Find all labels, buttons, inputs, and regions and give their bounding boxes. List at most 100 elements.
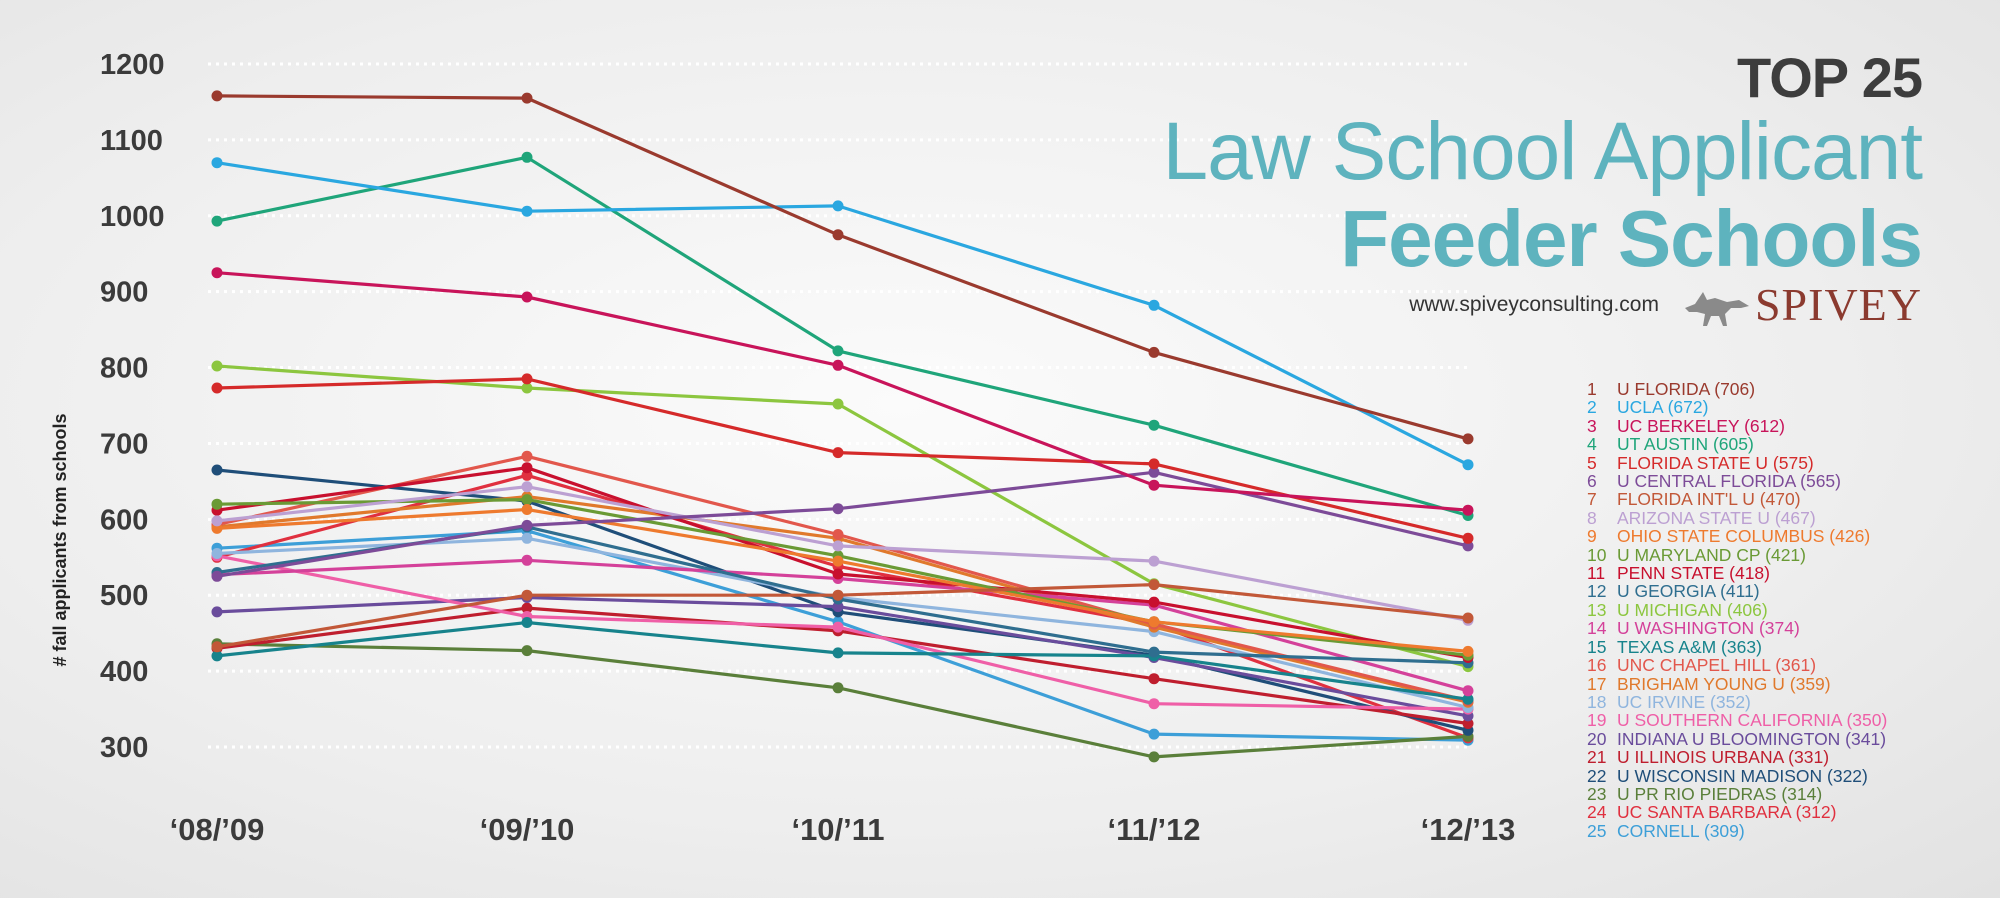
data-point [832,200,844,212]
data-point [1462,612,1474,624]
legend-item: 12 U GEORGIA (411) [1587,581,1887,602]
legend-rank: 14 [1587,618,1607,639]
brand-name: SPIVEY [1754,279,1922,330]
data-point [1462,693,1474,705]
legend-item: 17 BRIGHAM YOUNG U (359) [1587,673,1887,694]
data-point [1148,596,1160,608]
legend-rank: 19 [1587,710,1607,731]
legend-label: U GEORGIA (411) [1617,581,1760,602]
legend-item: 1 U FLORIDA (706) [1587,379,1887,399]
data-point [211,606,223,618]
legend-label: CORNELL (309) [1617,820,1745,841]
data-point [211,570,223,582]
legend-label: U ILLINOIS URBANA (331) [1617,747,1830,768]
title-line-2: Law School Applicant [1162,106,1923,197]
legend-label: U CENTRAL FLORIDA (565) [1617,471,1841,492]
y-tick-label: 300 [100,732,148,764]
data-point [832,621,844,633]
data-point [1462,504,1474,516]
legend-label: INDIANA U BLOOMINGTON (341) [1617,728,1887,749]
data-point [1462,718,1474,729]
data-point [1148,579,1160,591]
legend-rank: 12 [1587,581,1607,602]
data-point [211,641,223,653]
legend-rank: 1 [1587,379,1597,399]
legend-item: 16 UNC CHAPEL HILL (361) [1587,656,1887,675]
data-point [211,464,223,476]
legend-item: 25 CORNELL (309) [1587,820,1887,841]
legend-rank: 20 [1587,728,1607,749]
data-point [832,359,844,371]
legend-item: 19 U SOUTHERN CALIFORNIA (350) [1587,710,1888,731]
data-point [211,90,223,102]
legend-label: TEXAS A&M (363) [1617,636,1762,657]
data-point [832,398,844,410]
legend-label: BRIGHAM YOUNG U (359) [1617,673,1831,694]
data-point [1148,698,1160,710]
data-point [832,601,844,613]
data-point [1462,685,1474,697]
legend-rank: 18 [1587,691,1607,712]
data-point [832,555,844,567]
legend-rank: 11 [1587,563,1606,584]
series-3 [211,267,1474,516]
data-point [521,151,533,163]
series-2 [211,157,1474,471]
series-line [216,271,1469,512]
y-tick-label: 800 [100,353,148,385]
data-point [521,205,533,217]
legend: 1 U FLORIDA (706) 2 UCLA (672) 3 UC BERKELEY … [1587,379,1888,841]
data-point [1148,673,1160,685]
y-tick-label: 1200 [100,49,165,81]
data-point [521,532,533,544]
legend-item: 18 UC IRVINE (352) [1587,691,1887,712]
data-point [832,647,844,659]
legend-label: U FLORIDA (706) [1617,379,1756,399]
series-8 [211,481,1474,626]
legend-item: 3 UC BERKELEY (612) [1587,415,1887,436]
data-point [1462,540,1474,552]
y-tick-label: 700 [100,428,148,460]
fox-icon [1684,292,1749,326]
x-tick-label: ‘11/’12 [1107,812,1200,847]
legend-rank: 6 [1587,471,1597,492]
data-point [521,494,533,506]
data-point [211,267,223,279]
data-point [1148,479,1160,491]
data-point [521,481,533,493]
legend-rank: 9 [1587,526,1597,547]
data-point [211,215,223,227]
legend-rank: 17 [1587,673,1607,694]
legend-rank: 4 [1587,434,1597,455]
legend-rank: 22 [1587,765,1607,786]
legend-label: UC BERKELEY (612) [1617,415,1785,436]
data-point [1148,646,1160,658]
data-point [211,650,223,662]
data-point [1148,346,1160,358]
legend-label: U PR RIO PIEDRAS (314) [1617,783,1823,804]
legend-label: UC IRVINE (352) [1617,691,1751,712]
x-tick-label: ‘09/’10 [480,812,575,847]
series-1 [211,90,1474,445]
legend-item: 23 U PR RIO PIEDRAS (314) [1587,783,1887,804]
legend-label: U WASHINGTON (374) [1617,618,1800,639]
legend-item: 2 UCLA (672) [1587,397,1887,418]
legend-item: 13 U MICHIGAN (406) [1587,600,1887,619]
data-point [832,503,844,515]
legend-label: PENN STATE (418) [1617,563,1770,584]
legend-rank: 3 [1587,415,1597,436]
data-point [1462,645,1474,657]
legend-label: U MARYLAND CP (421) [1617,544,1806,565]
legend-rank: 5 [1587,452,1597,473]
legend-label: UCLA (672) [1617,397,1709,418]
legend-label: UC SANTA BARBARA (312) [1617,802,1837,823]
y-tick-label: 600 [100,504,148,536]
legend-label: U SOUTHERN CALIFORNIA (350) [1617,710,1888,731]
website-link[interactable]: www.spiveyconsulting.com [1409,293,1659,316]
legend-item: 8 ARIZONA STATE U (467) [1587,508,1887,527]
y-axis-ticks: 1200 1100 1000 900 800 700 600 500 400 300 [100,49,165,764]
series-6 [211,466,1474,582]
data-point [1148,616,1160,628]
legend-item: 5 FLORIDA STATE U (575) [1587,452,1887,473]
